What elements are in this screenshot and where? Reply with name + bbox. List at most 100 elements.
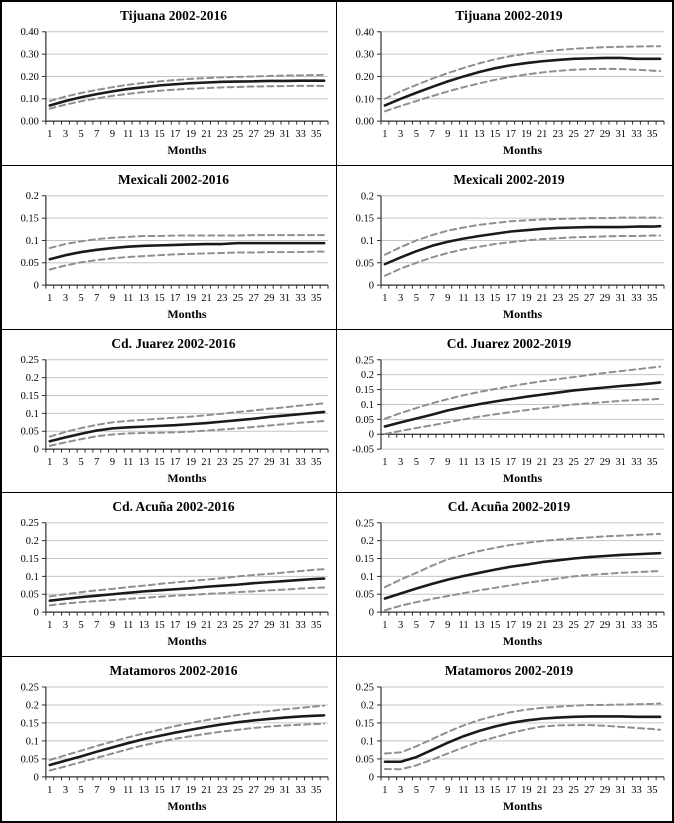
y-axis-tick-label: 0 (369, 429, 374, 440)
x-axis-tick-label: 7 (94, 293, 99, 304)
series-line-lower-ci (383, 234, 662, 277)
x-axis-tick-label: 27 (248, 293, 258, 304)
x-axis-tick-label: 15 (490, 293, 500, 304)
x-axis-tick-label: 29 (264, 785, 274, 796)
x-axis-tick-label: 7 (429, 457, 434, 468)
x-axis-tick-label: 7 (94, 129, 99, 140)
x-axis-tick-label: 27 (248, 620, 258, 631)
x-axis-tick-label: 1 (47, 620, 52, 631)
x-axis-tick-label: 31 (280, 129, 290, 140)
x-axis-tick-label: 21 (537, 129, 547, 140)
x-axis-tick-label: 1 (47, 129, 52, 140)
x-axis-tick-label: 25 (233, 620, 243, 631)
x-axis-tick-label: 5 (79, 785, 84, 796)
series-line-upper-ci (383, 216, 662, 256)
x-axis-tick-label: 5 (414, 293, 419, 304)
x-axis-tick-label: 3 (63, 129, 68, 140)
series-line-lower-ci (383, 570, 662, 612)
x-axis-tick-label: 17 (505, 129, 515, 140)
x-axis-tick-label: 35 (311, 293, 321, 304)
x-axis-tick-label: 15 (154, 129, 164, 140)
x-axis-tick-label: 15 (154, 457, 164, 468)
x-axis-tick-label: 19 (186, 457, 196, 468)
x-axis-tick-label: 21 (537, 785, 547, 796)
x-axis-tick-label: 9 (110, 293, 115, 304)
x-axis-tick-label: 9 (110, 129, 115, 140)
x-axis-tick-label: 31 (280, 457, 290, 468)
x-axis-tick-label: 33 (631, 129, 641, 140)
x-axis-tick-label: 17 (505, 293, 515, 304)
series-line-lower-ci (48, 419, 326, 447)
series-line-estimate (48, 410, 326, 443)
y-axis-tick-label: 0.25 (21, 683, 39, 694)
x-axis-tick-label: 23 (217, 129, 227, 140)
x-axis-tick-label: 35 (311, 129, 321, 140)
x-axis-tick-label: 15 (490, 620, 500, 631)
x-axis-tick-label: 13 (474, 293, 484, 304)
chart-panel-tijuana-2002-2019: 0.00 0.10 0.20 0.30 0.40 1 3 5 7 9 11 13 15 17 19 21 23 2… (337, 2, 672, 166)
x-axis-title: Months (167, 143, 207, 157)
x-axis-tick-label: 13 (474, 620, 484, 631)
x-axis-title: Months (167, 799, 207, 813)
x-axis-tick-label: 31 (616, 129, 626, 140)
x-axis-tick-label: 15 (154, 293, 164, 304)
y-axis-tick-label: 0 (369, 773, 374, 784)
x-axis-tick-label: 31 (616, 620, 626, 631)
x-axis-tick-label: 23 (553, 293, 563, 304)
x-axis-tick-label: 25 (233, 457, 243, 468)
x-axis-tick-label: 9 (445, 457, 450, 468)
y-axis-tick-label: 0.2 (26, 191, 39, 202)
chart-title: Cd. Acuña 2002-2016 (112, 499, 234, 514)
x-axis-tick-label: 35 (311, 785, 321, 796)
x-axis-tick-label: 33 (631, 457, 641, 468)
series-line-lower-ci (48, 84, 326, 110)
y-axis-tick-label: 0.1 (361, 236, 374, 247)
x-axis-tick-label: 33 (295, 457, 305, 468)
chart-title: Mexicali 2002-2016 (118, 172, 229, 187)
chart-canvas: 00.050.10.150.20.251 3 5 7 9 11 13 15 17 19 21 23 25… (21, 335, 329, 484)
x-axis-tick-label: 29 (600, 129, 610, 140)
y-axis-tick-label: 0.40 (356, 27, 374, 38)
x-axis-tick-label: 11 (123, 785, 133, 796)
x-axis-tick-label: 3 (63, 293, 68, 304)
series-line-lower-ci (48, 586, 326, 607)
chart-canvas: 00.050.10.150.21 3 5 7 9 11 13 15 17 19 21 23 25 27 29… (21, 172, 329, 321)
x-axis-tick-label: 7 (429, 293, 434, 304)
chart-title: Mexicali 2002-2019 (453, 172, 565, 187)
x-axis-tick-label: 5 (414, 129, 419, 140)
y-axis-tick-label: 0.2 (361, 370, 374, 381)
y-axis-tick-label: 0.2 (26, 537, 39, 548)
chart-canvas: 00.050.10.150.20.251 3 5 7 9 11 13 15 17 19 21 23 25… (21, 663, 329, 813)
x-axis-tick-label: 15 (490, 129, 500, 140)
x-axis-tick-label: 3 (398, 620, 403, 631)
x-axis-tick-label: 33 (295, 129, 305, 140)
x-axis-tick-label: 9 (110, 785, 115, 796)
x-axis-tick-label: 7 (429, 620, 434, 631)
x-axis-tick-label: 9 (110, 620, 115, 631)
series-line-estimate (48, 577, 326, 603)
series-line-upper-ci (48, 73, 326, 103)
x-axis-tick-label: 7 (94, 620, 99, 631)
chart-panel-cd-juarez-2002-2016: 0 0.05 0.1 0.15 0.2 0.25 1 3 5 7 9 11 13 15 17 19 21 23 25… (2, 329, 337, 494)
y-axis-tick-label: 0 (369, 280, 374, 291)
x-axis-tick-label: 29 (600, 457, 610, 468)
x-axis-tick-label: 3 (63, 620, 68, 631)
x-axis-tick-label: 17 (170, 293, 180, 304)
x-axis-tick-label: 27 (584, 620, 594, 631)
x-axis-tick-label: 25 (233, 129, 243, 140)
chart-panel-matamoros-2002-2019: 0 0.05 0.1 0.15 0.2 0.25 1 3 5 7 9 11 13 15 17 19 21 23 25… (337, 657, 672, 821)
x-axis-tick-label: 21 (201, 620, 211, 631)
y-axis-tick-label: 0.05 (21, 590, 39, 601)
y-axis-tick-label: 0.05 (21, 258, 39, 269)
x-axis-tick-label: 31 (280, 293, 290, 304)
chart-panel-cd-acu-a-2002-2016: 0 0.05 0.1 0.15 0.2 0.25 1 3 5 7 9 11 13 15 17 19 21 23 25… (2, 493, 337, 658)
chart-canvas: 00.050.10.150.20.251 3 5 7 9 11 13 15 17 19 21 23 25… (356, 499, 665, 648)
y-axis-tick-label: 0.15 (21, 391, 39, 402)
x-axis-tick-label: 11 (458, 129, 468, 140)
series-line-estimate (48, 714, 326, 767)
x-axis-tick-label: 19 (521, 293, 531, 304)
x-axis-tick-label: 31 (616, 785, 626, 796)
y-axis-tick-label: 0.15 (356, 213, 374, 224)
x-axis-tick-label: 7 (94, 457, 99, 468)
x-axis-tick-label: 15 (154, 620, 164, 631)
